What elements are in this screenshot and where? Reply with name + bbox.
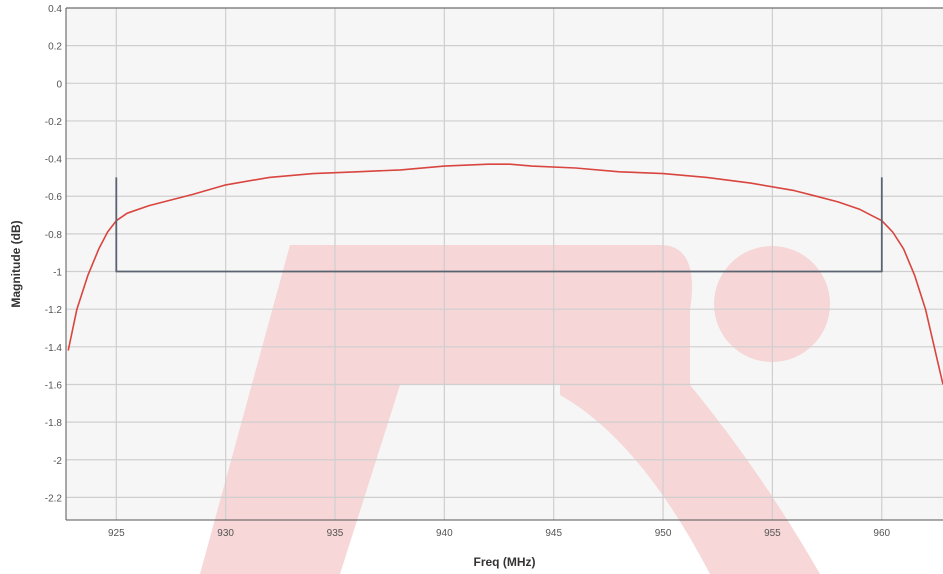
series-layer <box>67 163 943 385</box>
spec-mask-line <box>115 177 883 273</box>
y-tick-label: -1.6 <box>45 380 63 391</box>
y-tick-label: -1.8 <box>45 418 63 429</box>
y-tick-label: -1.2 <box>45 305 63 316</box>
y-tick-label: -2 <box>53 456 62 467</box>
y-tick-label: 0.4 <box>48 4 62 15</box>
x-tick-label: 935 <box>327 528 344 539</box>
y-tick-label: 0 <box>56 79 62 90</box>
y-tick-label: -0.8 <box>45 230 63 241</box>
y-tick-label: -0.2 <box>45 117 63 128</box>
x-tick-label: 960 <box>873 528 890 539</box>
x-tick-label: 950 <box>655 528 672 539</box>
watermark-arc-shape <box>560 245 820 574</box>
x-tick-label: 930 <box>217 528 234 539</box>
x-tick-label: 945 <box>545 528 562 539</box>
y-tick-label: 0.2 <box>48 42 62 53</box>
watermark-left-shape <box>200 245 660 574</box>
axes <box>65 7 943 521</box>
tick-labels: 925 930 935 940 945 950 955 960 0.4 0.2 0 -0.2 -0.4 -… <box>45 4 891 539</box>
y-tick-label: -1.4 <box>45 343 63 354</box>
y-tick-label: -0.4 <box>45 155 63 166</box>
watermark-logo <box>200 245 830 574</box>
x-tick-label: 940 <box>436 528 453 539</box>
response-curve <box>67 163 943 385</box>
y-tick-label: -1 <box>53 268 62 279</box>
y-axis-title: Magnitude (dB) <box>9 220 23 307</box>
y-tick-label: -0.6 <box>45 192 63 203</box>
y-tick-label: -2.2 <box>45 493 63 504</box>
x-tick-label: 955 <box>764 528 781 539</box>
x-tick-label: 925 <box>108 528 125 539</box>
x-axis-title: Freq (MHz) <box>474 555 536 569</box>
